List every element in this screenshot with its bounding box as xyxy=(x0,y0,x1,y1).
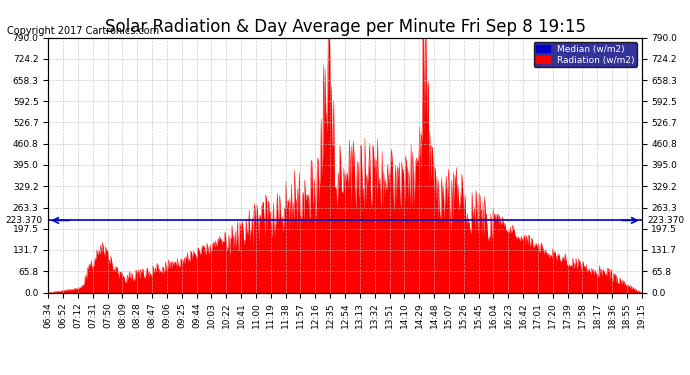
Title: Solar Radiation & Day Average per Minute Fri Sep 8 19:15: Solar Radiation & Day Average per Minute… xyxy=(104,18,586,36)
Legend: Median (w/m2), Radiation (w/m2): Median (w/m2), Radiation (w/m2) xyxy=(533,42,637,67)
Text: Copyright 2017 Cartronics.com: Copyright 2017 Cartronics.com xyxy=(7,26,159,36)
Text: 223.370: 223.370 xyxy=(6,216,42,225)
Text: 223.370: 223.370 xyxy=(648,216,684,225)
